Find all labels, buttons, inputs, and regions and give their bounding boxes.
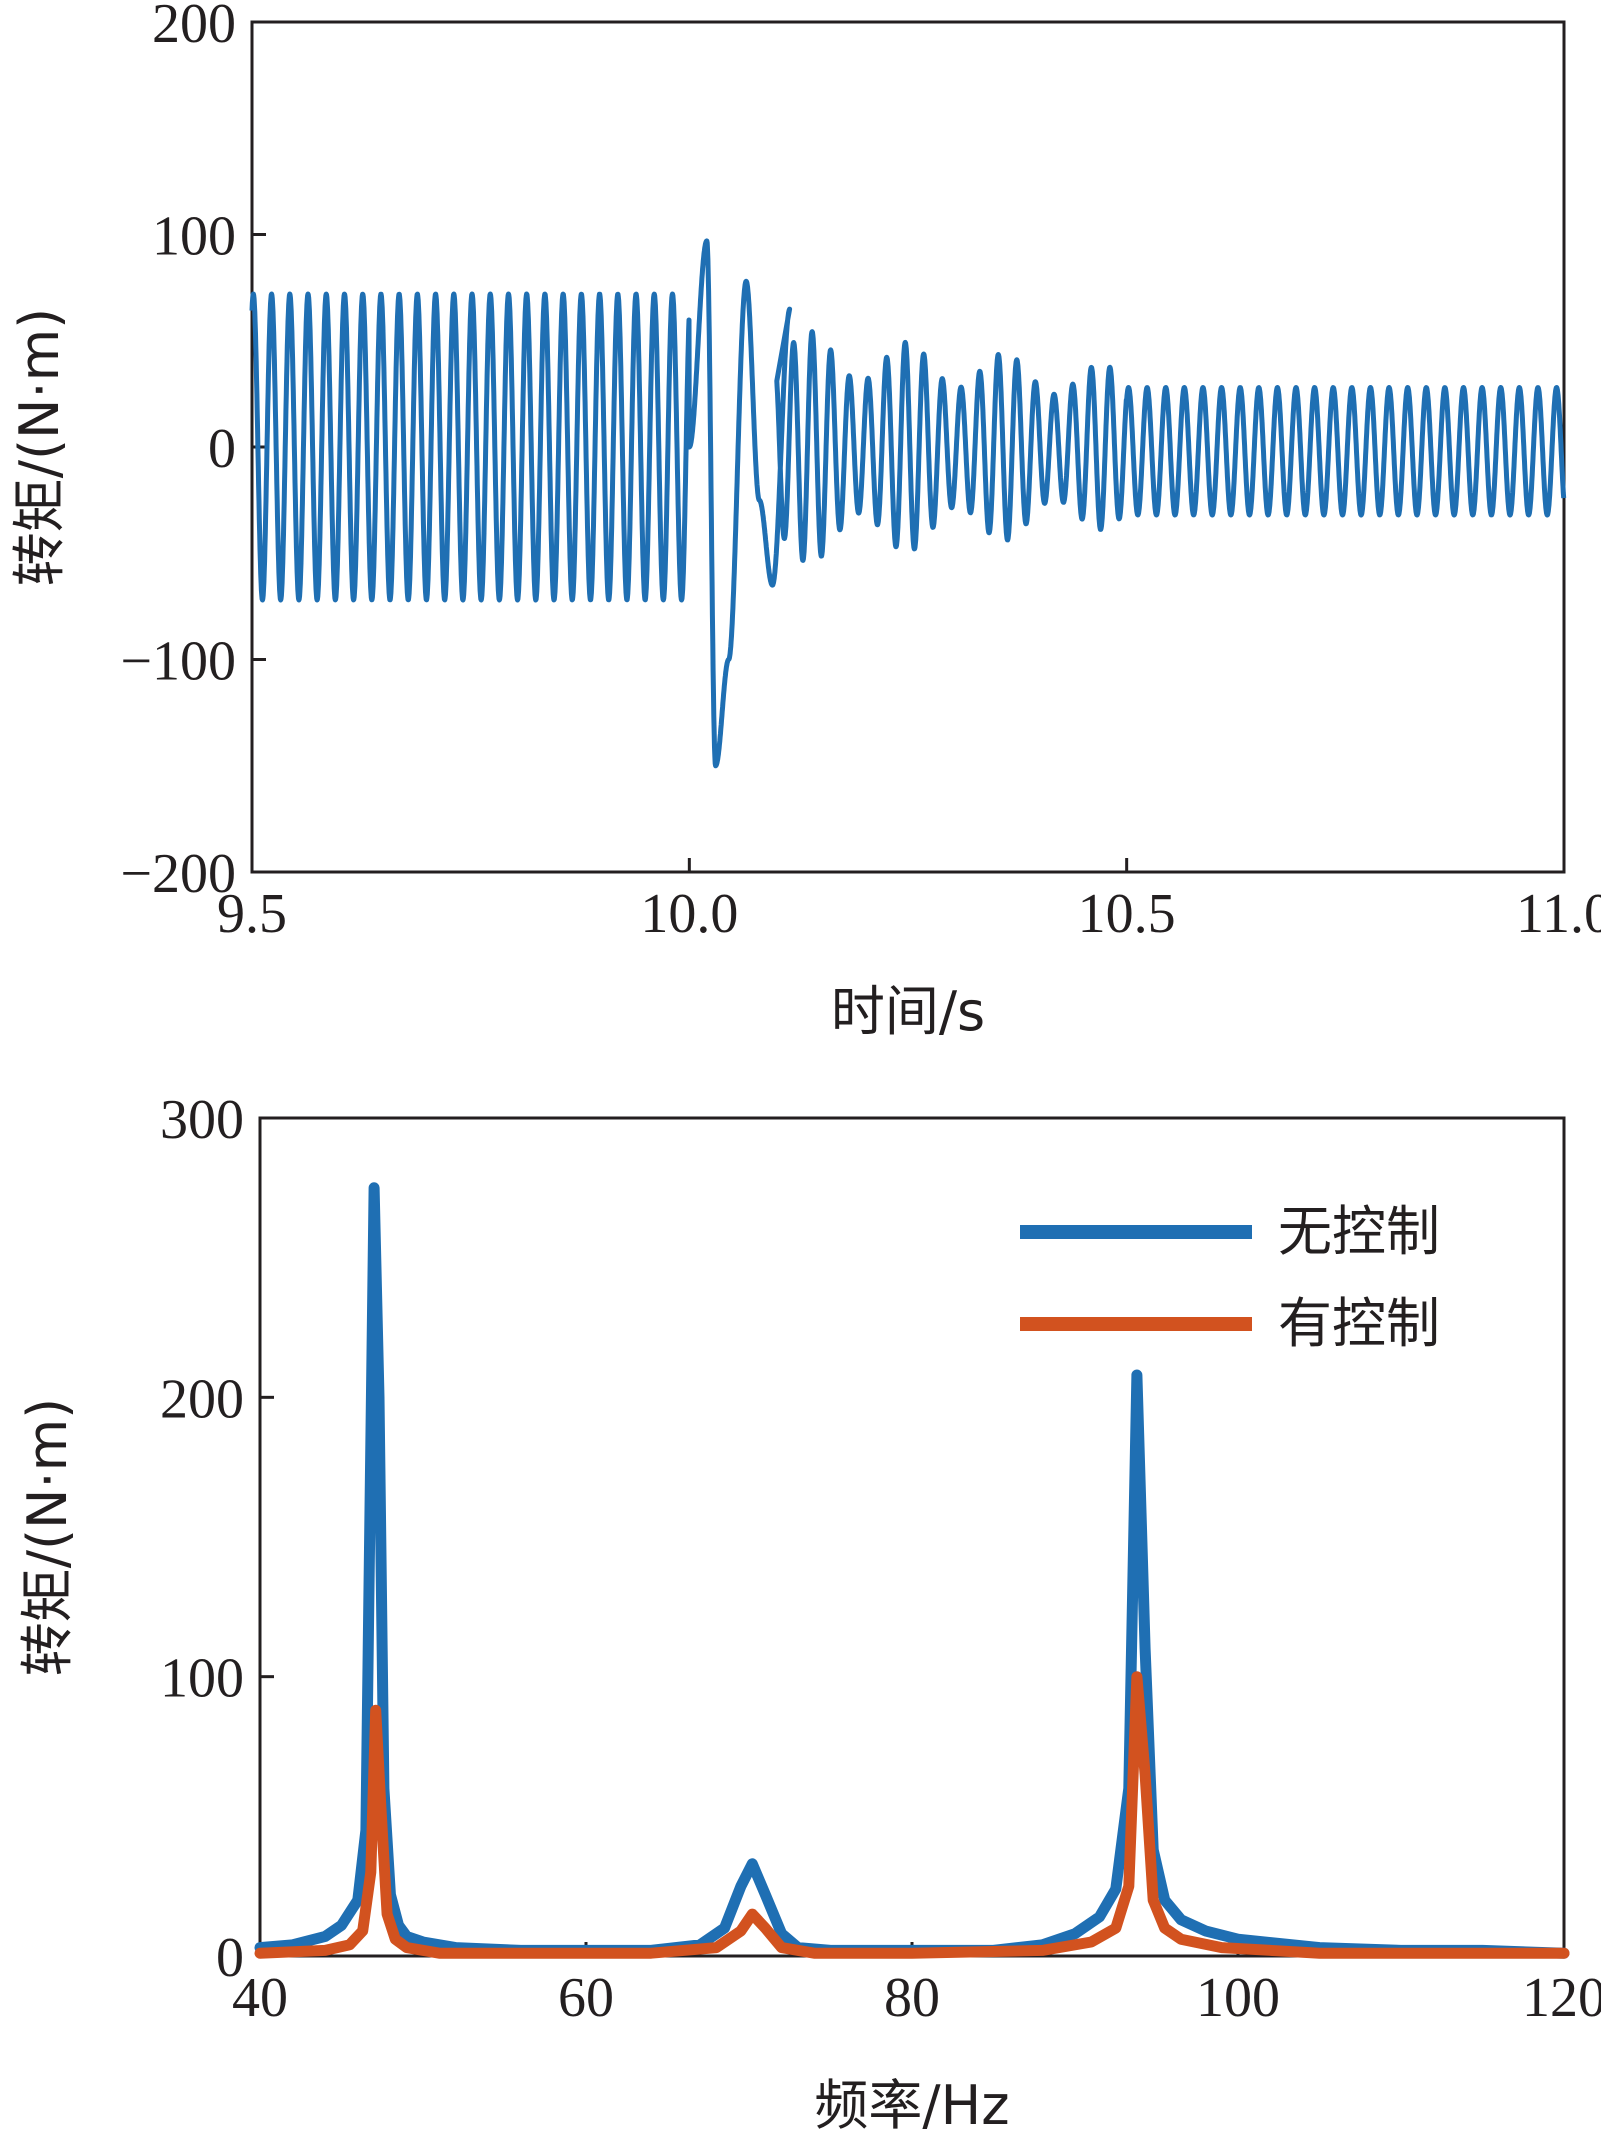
plot1-x-tick-label: 10.5 <box>1078 883 1176 945</box>
plot2-y-tick-label: 100 <box>160 1648 244 1710</box>
plot2-y-tick-label: 200 <box>160 1368 244 1430</box>
series-with-control-line <box>254 1671 1570 1959</box>
plot2-y-tick-label: 0 <box>216 1927 244 1989</box>
plot1-y-tick-label: −100 <box>120 631 236 693</box>
plot2-tick-labels: 40 60 80 100 120 300 200 100 0 <box>160 1089 1601 2029</box>
plot1-x-axis-title: 时间/s <box>831 980 985 1043</box>
plot2-x-tick-label: 40 <box>232 1967 288 2029</box>
plot2-y-axis-title: 转矩/(N·m) <box>16 1398 79 1677</box>
legend-label-with-control: 有控制 <box>1278 1292 1440 1355</box>
plot1-ticks <box>250 20 1566 874</box>
legend: 无控制 有控制 <box>1020 1200 1440 1355</box>
plot2-x-axis-title: 频率/Hz <box>814 2074 1009 2137</box>
series-torque-line <box>249 238 1567 769</box>
torque-frequency-chart: 40 60 80 100 120 300 200 100 0 无控制 有控制 频率/Hz 转矩/… <box>16 1089 1601 2137</box>
plot2-x-tick-label: 100 <box>1196 1967 1280 2029</box>
legend-label-no-control: 无控制 <box>1278 1200 1440 1263</box>
plot1-x-tick-label: 10.0 <box>640 883 738 945</box>
plot1-y-tick-label: 0 <box>208 418 236 480</box>
series-no-control-line <box>254 1182 1570 1959</box>
plot2-x-tick-label: 80 <box>884 1967 940 2029</box>
plot2-x-tick-label: 60 <box>558 1967 614 2029</box>
plot1-x-tick-label: 9.5 <box>217 883 287 945</box>
plot1-y-tick-label: 100 <box>152 206 236 268</box>
plot1-x-tick-label: 11.0 <box>1516 883 1601 945</box>
plot1-tick-labels: 9.5 10.0 10.5 11.0 200 100 0 −100 −200 <box>120 0 1601 945</box>
plot1-y-tick-label: −200 <box>120 843 236 905</box>
plot1-y-tick-label: 200 <box>152 0 236 55</box>
plot2-y-tick-label: 300 <box>160 1089 244 1151</box>
plot2-x-tick-label: 120 <box>1522 1967 1601 2029</box>
plot1-y-axis-title: 转矩/(N·m) <box>8 308 71 587</box>
torque-time-chart: 9.5 10.0 10.5 11.0 200 100 0 −100 −200 时间/s 转矩/(… <box>8 0 1601 1043</box>
